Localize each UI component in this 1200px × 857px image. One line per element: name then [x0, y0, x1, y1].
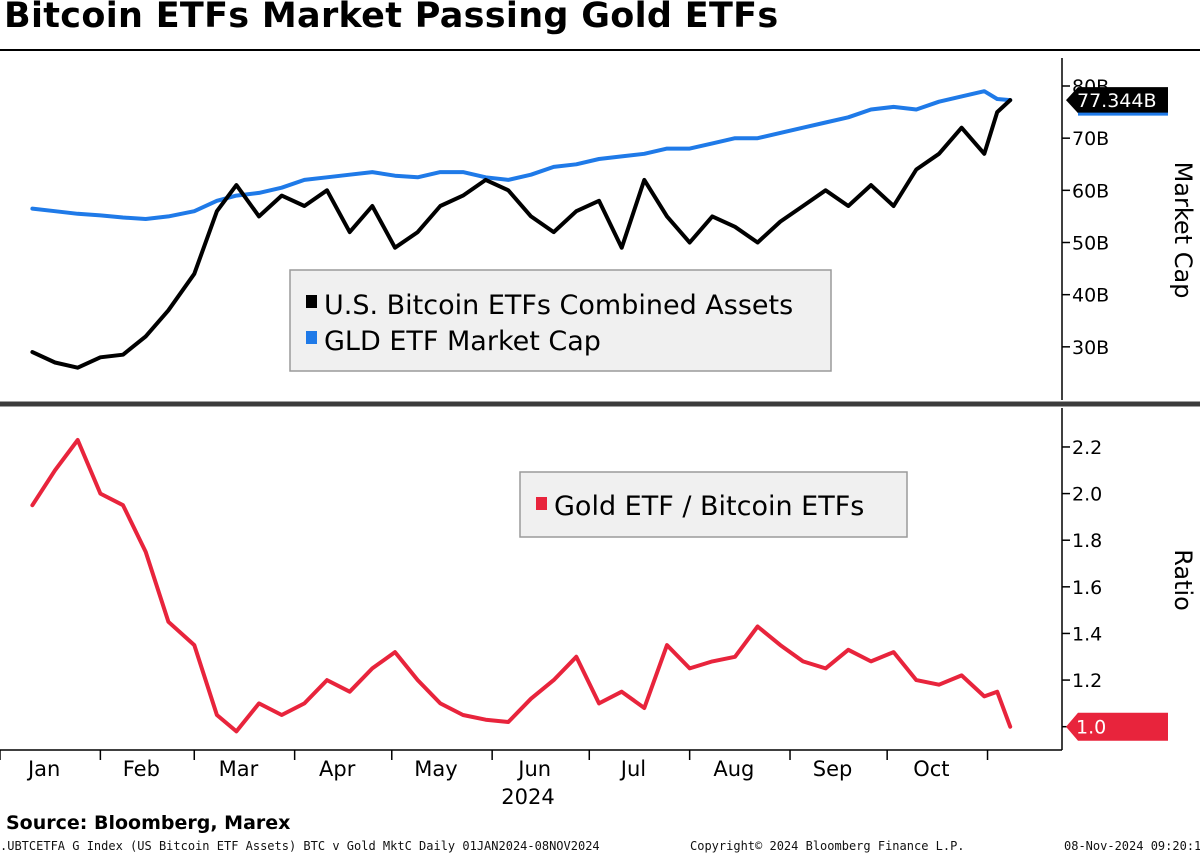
footer-copyright: Copyright© 2024 Bloomberg Finance L.P.: [690, 839, 965, 853]
top-y-tick-label: 40B: [1072, 285, 1109, 307]
bottom-y-tick-label: 2.0: [1072, 484, 1102, 506]
footer-timestamp: 08-Nov-2024 09:20:14: [1064, 839, 1200, 853]
top-legend-box: [289, 269, 832, 372]
top-y-tick-label: 30B: [1072, 337, 1109, 359]
bottom-y-tick-label: 1.6: [1072, 577, 1102, 599]
x-tick-label: Jul: [619, 757, 646, 781]
bottom-y-axis-title: Ratio: [1169, 549, 1197, 611]
x-tick-label: Aug: [713, 757, 754, 781]
top-last-value-badge: [1066, 87, 1168, 114]
x-axis-year-label: 2024: [501, 785, 554, 809]
bottom-y-tick-label: 1.2: [1072, 670, 1102, 692]
x-tick-label: Feb: [123, 757, 160, 781]
top-y-axis-title: Market Cap: [1169, 162, 1197, 299]
x-tick-label: Mar: [219, 757, 259, 781]
bottom-y-tick-label: 2.2: [1072, 437, 1102, 459]
bottom-legend-box: [519, 471, 908, 538]
footer-index-info: .UBTCETFA G Index (US Bitcoin ETF Assets…: [0, 839, 600, 853]
legend-label-ratio: Gold ETF / Bitcoin ETFs: [554, 491, 864, 522]
x-tick-label: Apr: [319, 757, 356, 781]
chart-title: Bitcoin ETFs Market Passing Gold ETFs: [4, 0, 779, 36]
bottom-last-value-badge: [1066, 712, 1168, 741]
legend-swatch-ratio: [536, 497, 547, 510]
source-note: Source: Bloomberg, Marex: [6, 812, 291, 834]
x-tick-label: May: [414, 757, 457, 781]
series-line-ratio: [30, 438, 1013, 734]
legend-swatch-gld: [306, 331, 317, 344]
legend-swatch-bitcoin: [306, 295, 317, 308]
bottom-y-tick-label: 1.8: [1072, 530, 1102, 552]
legend-label-gld: GLD ETF Market Cap: [324, 326, 601, 357]
bottom-last-value-label: 1.0: [1076, 717, 1106, 739]
top-y-tick-label: 60B: [1072, 180, 1109, 202]
series-line-bitcoin: [30, 98, 1013, 370]
bottom-y-tick-label: 1.4: [1072, 623, 1102, 645]
top-last-value-label: 77.344B: [1077, 90, 1157, 112]
x-tick-label: Oct: [913, 757, 949, 781]
top-y-tick-label: 50B: [1072, 233, 1109, 255]
top-y-tick-label: 70B: [1072, 128, 1109, 150]
legend-label-bitcoin: U.S. Bitcoin ETFs Combined Assets: [324, 290, 793, 321]
series-line-gld: [30, 89, 1013, 221]
x-tick-label: Jan: [26, 757, 60, 781]
x-tick-label: Sep: [813, 757, 853, 781]
x-tick-label: Jun: [516, 757, 551, 781]
